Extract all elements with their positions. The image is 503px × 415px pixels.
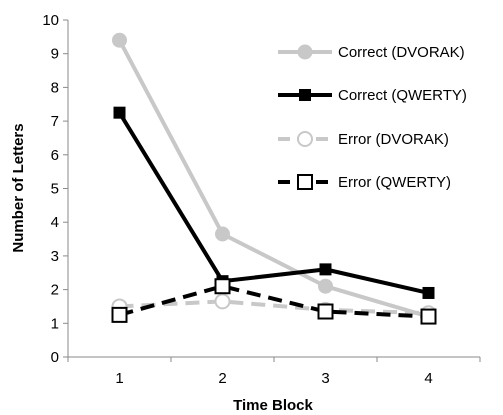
x-tick-label: 1 (115, 370, 123, 387)
y-tick-label: 7 (51, 113, 59, 130)
data-point (215, 226, 230, 242)
x-tick-label: 2 (218, 370, 226, 387)
legend-label: Correct (QWERTY) (338, 87, 467, 104)
y-tick-label: 3 (51, 248, 59, 265)
legend-item: Correct (DVORAK) (278, 44, 465, 61)
data-point (319, 263, 332, 276)
y-tick-label: 6 (51, 147, 59, 164)
legend-label: Error (QWERTY) (338, 174, 451, 191)
series-line (118, 284, 429, 319)
data-point (111, 306, 128, 323)
data-point (422, 286, 435, 299)
chart-series (111, 32, 437, 325)
legend-item: Correct (QWERTY) (278, 87, 467, 104)
series-4 (111, 278, 437, 325)
series-line (119, 299, 429, 316)
legend-swatch-marker (299, 89, 311, 101)
data-point (318, 278, 333, 294)
data-point (214, 293, 231, 310)
data-point (112, 32, 127, 48)
legend-item: Error (DVORAK) (278, 131, 449, 148)
legend-swatch-marker (297, 131, 313, 147)
x-tick-label: 3 (321, 370, 329, 387)
legend-label: Correct (DVORAK) (338, 44, 465, 61)
y-tick-label: 9 (51, 46, 59, 63)
legend-item: Error (QWERTY) (278, 174, 451, 191)
legend-swatch-marker (297, 44, 313, 60)
y-tick-label: 0 (51, 349, 59, 366)
data-point (214, 278, 231, 295)
data-point (317, 303, 334, 320)
y-axis-title: Number of Letters (10, 123, 27, 252)
legend-swatch-marker (297, 174, 313, 190)
series-line (117, 111, 429, 295)
y-tick-label: 2 (51, 282, 59, 299)
y-tick-label: 5 (51, 181, 59, 198)
legend-label: Error (DVORAK) (338, 131, 449, 148)
y-tick-label: 1 (51, 315, 59, 332)
data-point (113, 106, 126, 119)
y-tick-label: 4 (51, 214, 59, 231)
x-axis-title: Time Block (233, 397, 313, 414)
chart-legend: Correct (DVORAK) Correct (QWERTY) Error (D… (278, 44, 467, 191)
data-point (420, 308, 437, 325)
y-tick-label: 8 (51, 79, 59, 96)
y-tick-label: 10 (42, 12, 59, 29)
x-tick-label: 4 (424, 370, 432, 387)
chart-axes: 0 1 2 3 4 5 6 7 8 9 10 1 2 3 4 (42, 12, 481, 387)
series-line (117, 39, 430, 319)
